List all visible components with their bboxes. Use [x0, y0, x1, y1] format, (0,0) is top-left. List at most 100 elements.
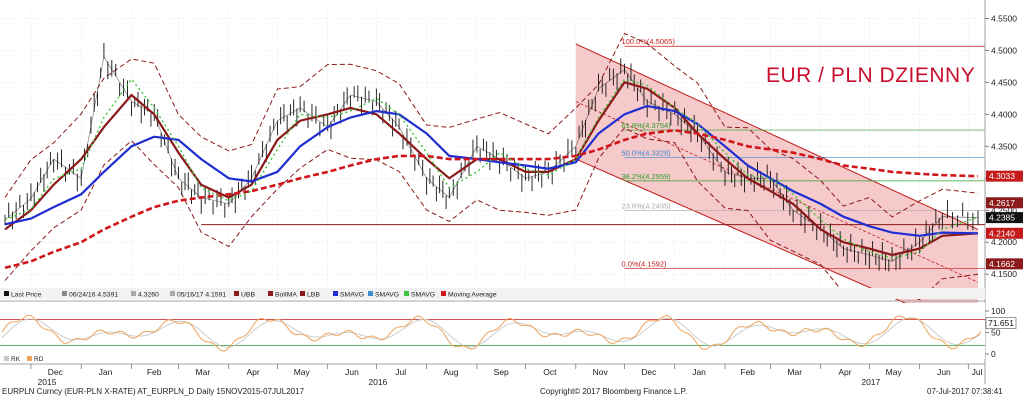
- y-tick-label: 4.1500: [991, 269, 1017, 279]
- legend-swatch: [234, 291, 239, 296]
- fibonacci-levels: 100.0%(4.5065) 61.8%(4.3754) 50.0%(4.3328)…: [201, 37, 985, 269]
- x-month-label: Mar: [787, 367, 802, 377]
- price-tag-label: 4.1662: [989, 259, 1015, 269]
- price-labels: 4.3033 4.2617 4.2385 4.2140 4.1662: [986, 170, 1023, 270]
- moving-average-line: [4, 128, 979, 270]
- channel-upper-line: [575, 43, 979, 230]
- x-month-label: Dec: [48, 367, 64, 377]
- fast-moving-average-line: [4, 78, 979, 259]
- grid: [0, 12, 985, 287]
- price-tag-label: 4.2140: [989, 228, 1015, 238]
- legend-swatch: [300, 291, 305, 296]
- footer-security: EURPLN Curncy (EUR-PLN X-RATE) AT_EURPLN…: [2, 387, 305, 396]
- legend-swatch: [333, 291, 338, 296]
- legend-item: Moving Average: [448, 292, 497, 299]
- x-month-label: Jan: [692, 367, 706, 377]
- channel-fill: [575, 43, 978, 335]
- legend-swatch: [62, 291, 67, 296]
- x-month-label: Feb: [147, 367, 162, 377]
- x-month-label: Jun: [937, 367, 951, 377]
- oscillator-tick-label: 50: [991, 328, 1001, 338]
- oscillator-value-tag: [985, 317, 1017, 329]
- legend-swatch: [368, 291, 373, 296]
- legend-item: BolIMA: [275, 292, 297, 299]
- x-month-label: Feb: [740, 367, 755, 377]
- moving-average-line: [4, 81, 979, 257]
- x-year-label: 2017: [861, 377, 880, 387]
- oscillator-tick-label: 100: [991, 306, 1005, 316]
- y-tick-label: 4.2500: [991, 205, 1017, 215]
- moving-averages: [4, 78, 979, 270]
- bollinger-bands: [4, 32, 979, 301]
- oscillator-panel: 100 50 0 71.651 RK RD: [0, 300, 1017, 363]
- price-tag-label: 4.2385: [989, 213, 1015, 223]
- price-line: [4, 55, 979, 262]
- oscillator-legend-item: RD: [34, 356, 44, 363]
- price-tag-label: 4.2617: [989, 198, 1015, 208]
- oscillator-value-label: 71.651: [988, 318, 1014, 328]
- legend-item: 4.3260: [138, 292, 159, 299]
- legend-item: 06/24/16 4.5391: [69, 292, 118, 299]
- x-month-label: May: [886, 367, 903, 377]
- price-tag: [986, 170, 1023, 182]
- x-year-label: 2015: [38, 377, 57, 387]
- chart-title: EUR / PLN DZIENNY: [766, 64, 976, 87]
- fib-level-label: 0.0%(4.1592): [621, 259, 667, 268]
- oscillator-legend-item: RK: [11, 356, 21, 363]
- legend-swatch: [441, 291, 446, 296]
- legend-item: SMAVG: [411, 292, 435, 299]
- footer-copyright: Copyright© 2017 Bloomberg Finance L.P.: [540, 387, 688, 396]
- x-month-label: Nov: [593, 367, 609, 377]
- fib-level-label: 61.8%(4.3754): [621, 121, 671, 130]
- x-month-label: May: [294, 367, 311, 377]
- oscillator-legend-swatch: [27, 356, 32, 361]
- x-month-label: Jul: [395, 367, 406, 377]
- moving-average-line: [4, 104, 979, 237]
- fib-level-label: 100.0%(4.5065): [621, 37, 675, 46]
- x-year-label: 2016: [368, 377, 387, 387]
- legend-swatch: [170, 291, 175, 296]
- y-tick-label: 4.2000: [991, 237, 1017, 247]
- oscillator-tick-label: 0: [991, 349, 996, 359]
- legend-item: UBB: [241, 292, 255, 299]
- oscillator-legend-swatch: [4, 356, 9, 361]
- y-tick-label: 4.4000: [991, 109, 1017, 119]
- oscillator-rk-line: [1, 314, 982, 352]
- x-month-label: Jul: [972, 367, 983, 377]
- legend-item: Last Price: [11, 292, 41, 299]
- y-tick-label: 4.4500: [991, 77, 1017, 87]
- bollinger-lower-band: [4, 127, 979, 301]
- x-month-label: Oct: [543, 367, 557, 377]
- x-month-label: Jan: [99, 367, 113, 377]
- price-tag: [986, 227, 1023, 239]
- fib-level-label: 50.0%(4.3328): [621, 148, 671, 157]
- x-month-label: Sep: [494, 367, 509, 377]
- legend-item: LBB: [307, 292, 320, 299]
- price-tag: [986, 197, 1023, 209]
- y-tick-label: 4.5500: [991, 13, 1017, 23]
- legend: Last Price 06/24/16 4.5391 4.3260 05/16/17 …: [0, 288, 985, 299]
- legend-swatch: [4, 291, 9, 296]
- legend-item: SMAVG: [375, 292, 399, 299]
- x-month-label: Dec: [641, 367, 657, 377]
- x-axis: Dec Jan Feb Mar Apr May Jun Jul Aug Sep Oct Nov Dec J…: [0, 363, 985, 387]
- bollinger-upper-band: [4, 32, 979, 218]
- fib-level-label: 38.2%(4.2959): [621, 172, 671, 181]
- legend-item: 05/16/17 4.1591: [177, 292, 226, 299]
- oscillator-rd-line: [1, 317, 982, 348]
- footer-timestamp: 07-Jul-2017 07:38:41: [927, 387, 1003, 396]
- x-month-label: Apr: [838, 367, 851, 377]
- fib-level-label: 23.6%(4.2495): [621, 202, 671, 211]
- legend-swatch: [131, 291, 136, 296]
- price-tag: [986, 258, 1023, 270]
- channel-mid-line: [575, 101, 979, 283]
- legend-swatch: [268, 291, 273, 296]
- legend-swatch: [404, 291, 409, 296]
- x-month-label: Apr: [246, 367, 259, 377]
- price-tag: [986, 212, 1023, 224]
- y-tick-label: 4.3500: [991, 141, 1017, 151]
- price-tag-label: 4.3033: [989, 171, 1015, 181]
- legend-bar: [0, 288, 985, 299]
- y-tick-label: 4.5000: [991, 45, 1017, 55]
